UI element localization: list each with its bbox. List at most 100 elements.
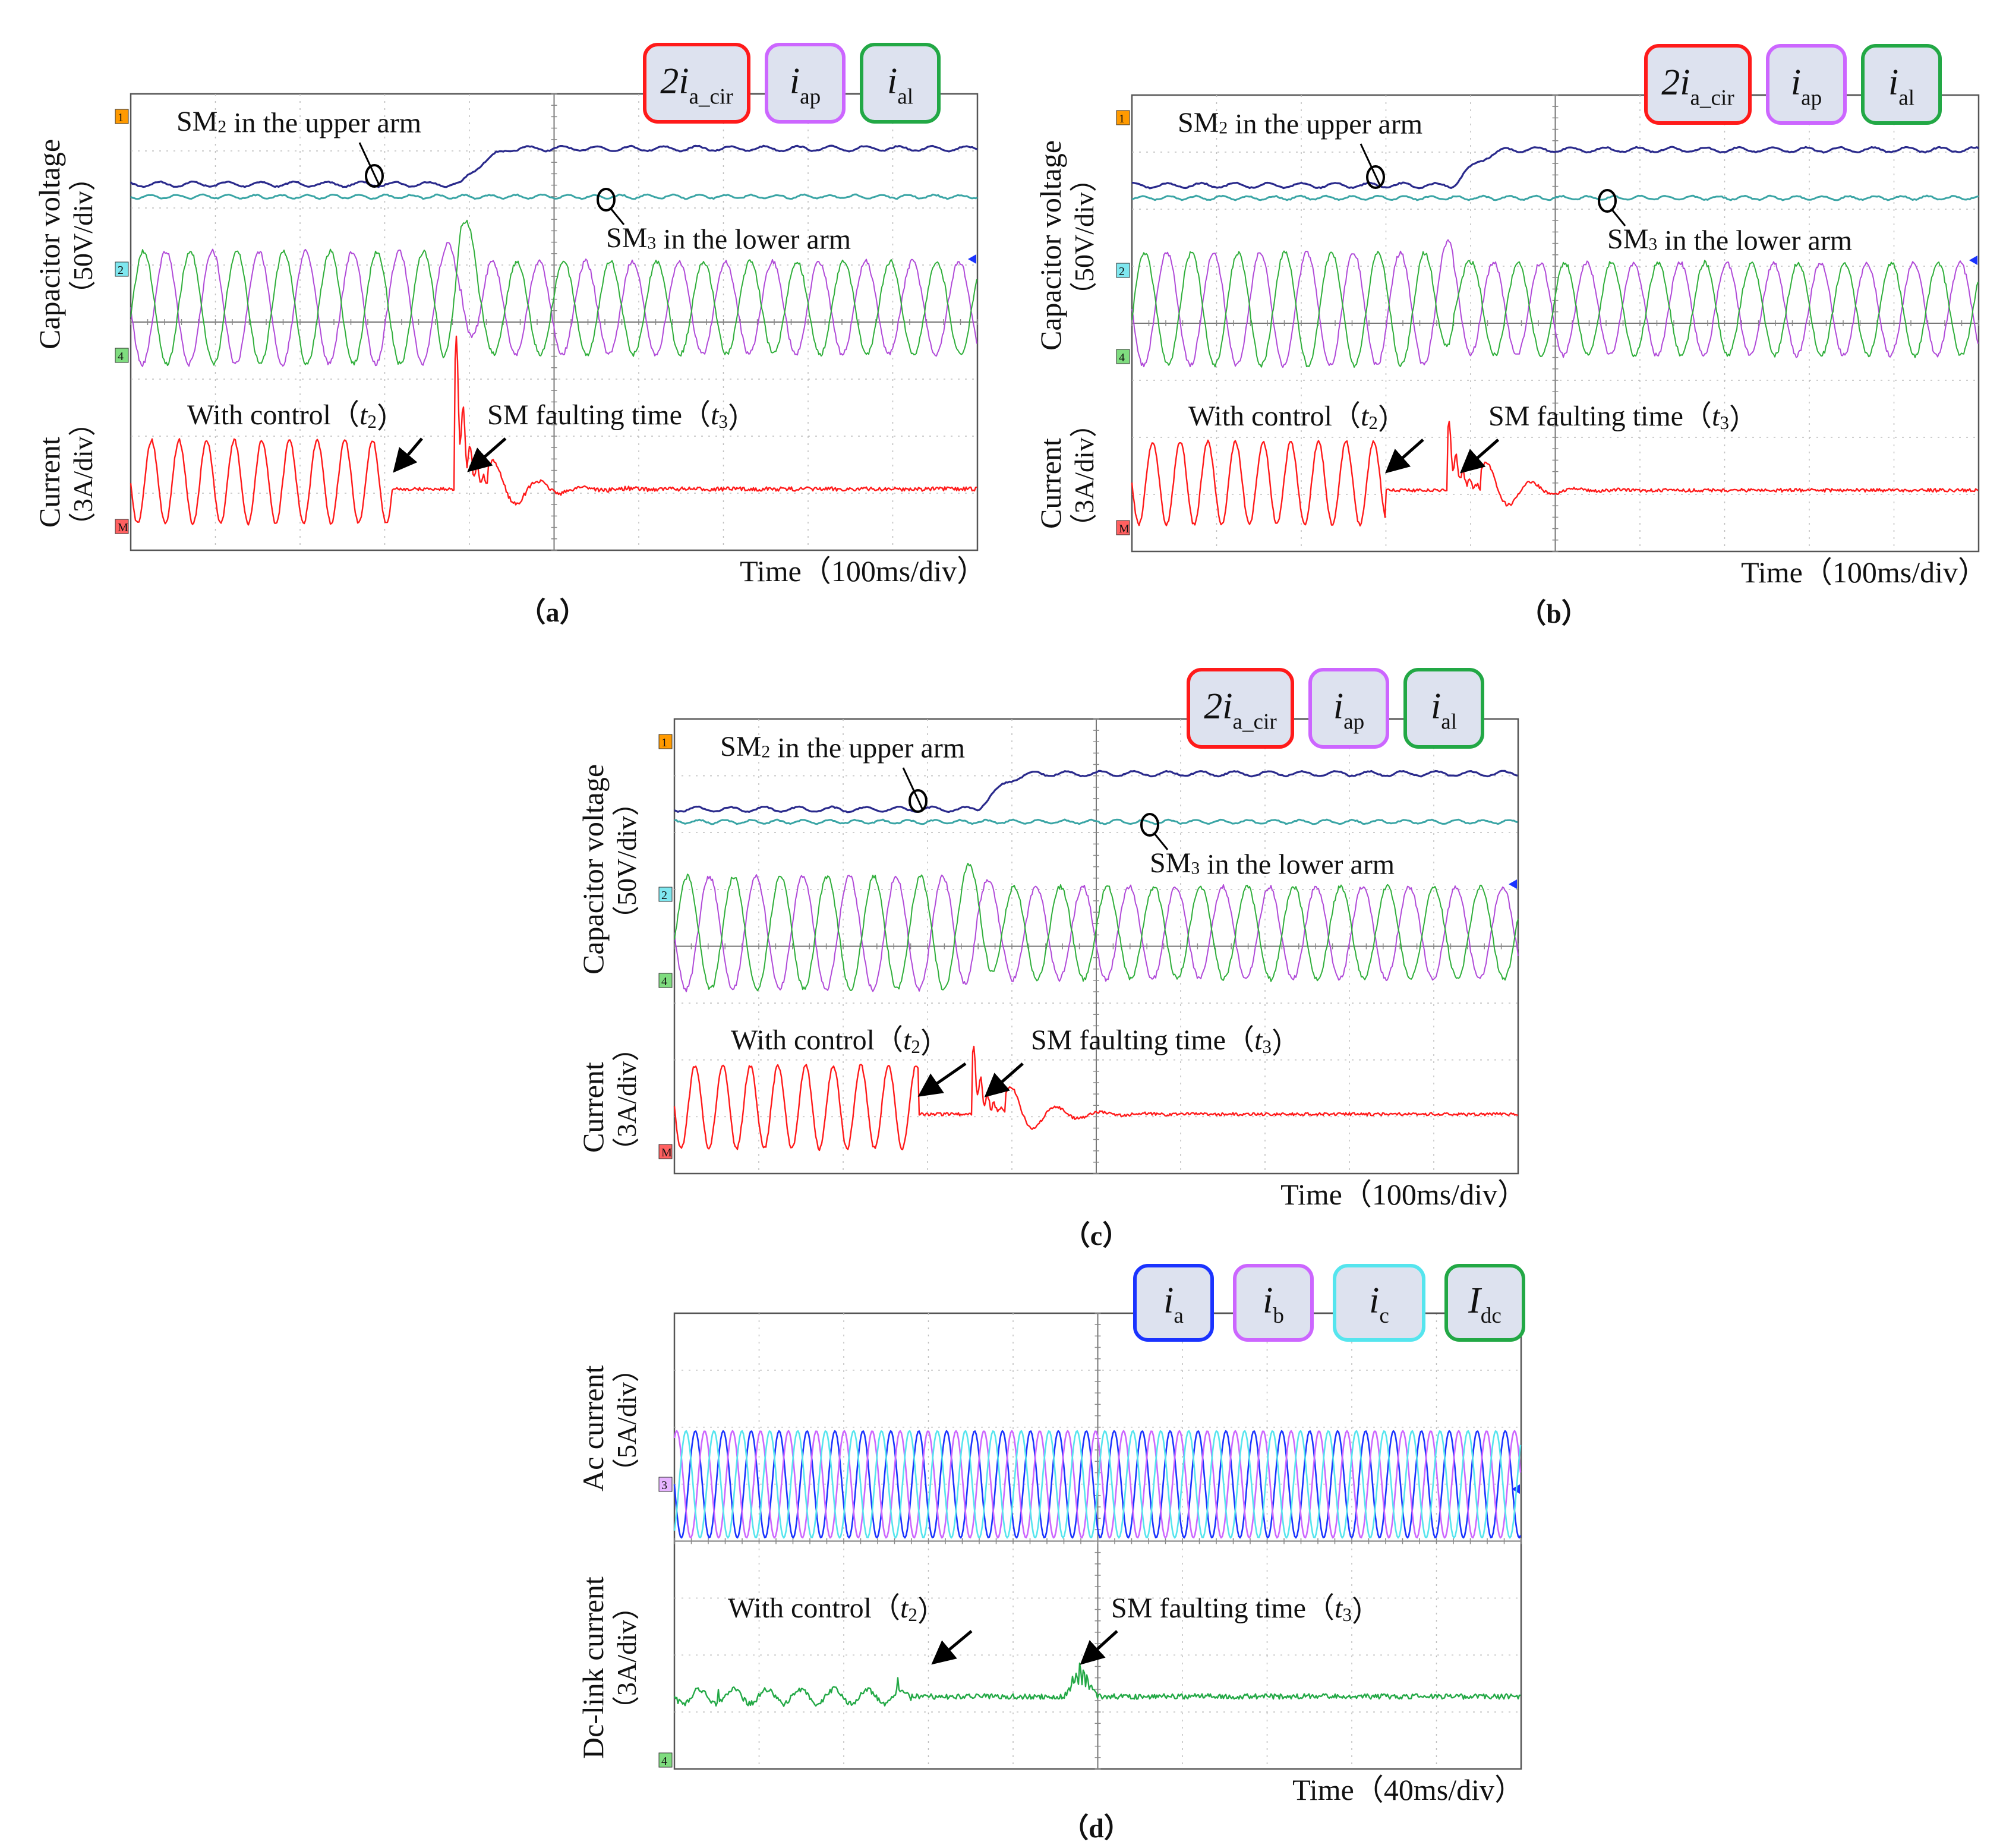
sm3-voltage-trace: [130, 193, 978, 200]
svg-text:2ia_cir: 2ia_cir: [660, 61, 733, 109]
sm3-voltage-trace: [1131, 194, 1979, 201]
panel-label: （b）: [1519, 598, 1589, 629]
svg-text:iap: iap: [1333, 686, 1364, 734]
ch4-marker: 4: [1116, 349, 1130, 364]
legend-a-cir: 2ia_cir: [1644, 44, 1752, 125]
xlabel: Time（40ms/div）: [1292, 1773, 1524, 1806]
sm3-marker: [597, 188, 625, 225]
panel-b: 2ia_cir iap ial 1 2 4 M SM2 in the upper arm SM3…: [1034, 44, 1988, 629]
ylabel-bottom-unit: （3A/div）: [68, 409, 98, 540]
svg-text:1: 1: [661, 736, 667, 749]
annotation-sm3: SM3 in the lower arm: [1150, 847, 1395, 880]
legend-al: ial: [860, 43, 941, 124]
y-axis-labels: Capacitor voltage （50V/div） Current （3A/div…: [576, 764, 642, 1165]
arrow-fault: [467, 437, 507, 472]
arrow-fault: [984, 1062, 1024, 1098]
legend-al: ial: [1861, 44, 1942, 125]
ia-trace: [673, 1430, 1522, 1539]
ch1-marker: 1: [658, 734, 673, 749]
xlabel: Time（100ms/div）: [1741, 556, 1988, 589]
legend: 2ia_cir iap ial: [1644, 44, 1942, 125]
legend-a-cir: 2ia_cir: [1187, 668, 1294, 749]
math-marker: M: [115, 519, 129, 534]
ial-trace: [674, 862, 1519, 992]
math-marker: M: [658, 1144, 673, 1159]
panel-label: （a）: [519, 597, 587, 627]
y-axis-labels: Capacitor voltage （50V/div） Current （3A/div…: [1034, 140, 1099, 541]
annotation-sm3: SM3 in the lower arm: [1607, 223, 1852, 256]
svg-text:3: 3: [661, 1479, 667, 1492]
legend-a: ia: [1133, 1264, 1214, 1342]
ch1-marker: 1: [1116, 110, 1130, 125]
annotation-control: With control（t2）: [187, 399, 405, 434]
svg-text:2: 2: [1119, 265, 1125, 278]
legend-ap: iap: [1766, 44, 1847, 125]
arrow-fault: [1080, 1630, 1118, 1665]
panel-label: （d）: [1061, 1813, 1131, 1843]
annotation-fault: SM faulting time（t3）: [1111, 1592, 1380, 1628]
ylabel-bottom: Current: [1034, 438, 1067, 529]
ylabel-bottom: Current: [576, 1062, 610, 1153]
xlabel: Time（100ms/div）: [740, 554, 986, 588]
annotation-sm2: SM2 in the upper arm: [1178, 107, 1422, 140]
ch4-marker: 4: [658, 973, 673, 988]
svg-text:M: M: [118, 521, 128, 534]
ch1-marker: 1: [115, 109, 129, 124]
ial-trace: [130, 219, 977, 367]
ylabel-top: Ac current: [576, 1365, 610, 1491]
legend-a-cir: 2ia_cir: [643, 43, 750, 124]
circulating-current-trace: [1131, 421, 1979, 526]
ylabel-top-unit: （5A/div）: [611, 1355, 642, 1486]
annotation-sm2: SM2 in the upper arm: [720, 731, 965, 764]
svg-text:ic: ic: [1369, 1281, 1389, 1328]
math-marker: M: [1116, 520, 1130, 535]
panel-d: ia ib ic Idc 3 4 With control（t2） SM faulting t…: [576, 1264, 1525, 1843]
svg-text:iap: iap: [1791, 62, 1822, 110]
legend-ap: iap: [1308, 668, 1389, 749]
ch4-marker: 4: [658, 1752, 673, 1768]
y-axis-labels: Ac current （5A/div） Dc-link current （3A/div…: [576, 1355, 642, 1759]
arrow-fault: [1459, 439, 1500, 474]
svg-text:2: 2: [118, 264, 124, 277]
panel-a: 2ia_cir iap ial 1 2 4 M SM2 in the upper arm SM3…: [33, 43, 986, 627]
legend-al: ial: [1403, 668, 1484, 749]
svg-text:1: 1: [1119, 112, 1125, 125]
arrow-control: [931, 1630, 973, 1665]
annotation-sm3: SM3 in the lower arm: [606, 222, 851, 255]
ic-trace: [673, 1430, 1522, 1539]
sm2-voltage-trace: [130, 144, 978, 188]
annotation-sm2: SM2 in the upper arm: [176, 106, 421, 138]
arrow-control: [393, 437, 423, 473]
circulating-current-trace: [673, 1045, 1519, 1152]
svg-text:4: 4: [118, 350, 124, 363]
ylabel-top: Capacitor voltage: [1034, 140, 1067, 351]
panel-label: （c）: [1063, 1221, 1130, 1251]
svg-text:ial: ial: [887, 61, 913, 109]
ylabel-bottom-unit: （3A/div）: [611, 1034, 642, 1165]
svg-text:4: 4: [661, 1755, 667, 1768]
ylabel-top: Capacitor voltage: [576, 764, 610, 975]
svg-text:ial: ial: [1888, 62, 1914, 110]
legend: 2ia_cir iap ial: [1187, 668, 1484, 749]
svg-text:M: M: [661, 1146, 672, 1159]
ch2-marker: 2: [115, 261, 129, 277]
svg-text:4: 4: [661, 975, 667, 988]
legend: ia ib ic Idc: [1133, 1264, 1525, 1342]
ylabel-bottom-unit: （3A/div）: [611, 1592, 642, 1723]
sm3-voltage-trace: [674, 818, 1518, 825]
ylabel-top-unit: （50V/div）: [68, 163, 98, 308]
legend-b: ib: [1233, 1264, 1314, 1342]
legend-ap: iap: [765, 43, 846, 124]
panel-c: 2ia_cir iap ial 1 2 4 M SM2 in the upper arm SM3…: [576, 668, 1527, 1251]
sm3-marker: [1598, 189, 1626, 226]
ch4-marker: 4: [115, 348, 129, 363]
ylabel-top: Capacitor voltage: [33, 139, 66, 349]
ch2-marker: 2: [1116, 263, 1130, 278]
ch2-marker: 2: [658, 887, 673, 902]
circulating-current-trace: [130, 335, 977, 526]
sm2-marker: [358, 142, 384, 188]
legend-c: ic: [1333, 1264, 1425, 1342]
sm2-voltage-trace: [1131, 146, 1979, 190]
svg-text:ial: ial: [1431, 686, 1457, 734]
